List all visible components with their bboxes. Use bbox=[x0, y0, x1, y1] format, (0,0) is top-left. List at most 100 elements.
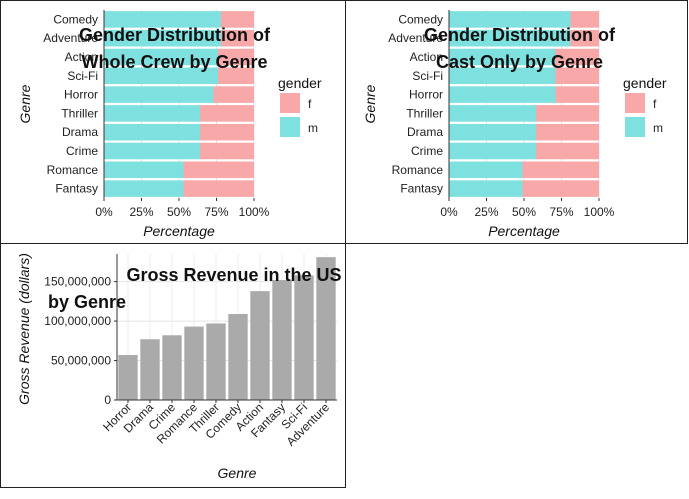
x-tick-label: 50% bbox=[512, 205, 536, 219]
bar-sci-fi bbox=[294, 275, 314, 400]
y-tick-label: Crime bbox=[66, 144, 98, 158]
chart-title-line: Cast Only by Genre bbox=[436, 52, 603, 72]
legend-swatch-m bbox=[625, 117, 645, 137]
x-axis-label: Genre bbox=[218, 465, 257, 481]
y-axis-label: Genre bbox=[17, 84, 33, 123]
y-tick-label: Sci-Fi bbox=[412, 69, 443, 83]
bar-m-adventure bbox=[104, 29, 221, 47]
legend-label-m: m bbox=[653, 121, 663, 135]
bar-f-sci-fi bbox=[555, 67, 599, 85]
x-tick-label: 25% bbox=[129, 205, 153, 219]
bar-m-drama bbox=[449, 123, 536, 141]
legend-swatch-m bbox=[280, 117, 300, 137]
bar-horror bbox=[118, 355, 138, 400]
legend-swatch-f bbox=[280, 93, 300, 113]
bar-f-adventure bbox=[221, 29, 254, 47]
y-tick-label: Action bbox=[410, 50, 443, 64]
legend-swatch-f bbox=[625, 93, 645, 113]
chart-title-line: Whole Crew by Genre bbox=[81, 52, 267, 72]
chart-panel-crew: Comedy Adventure Action Sci-Fi Horror Thrille… bbox=[17, 10, 322, 239]
bar-f-action bbox=[555, 48, 599, 66]
bar-m-action bbox=[449, 48, 556, 66]
y-tick-label: Romance bbox=[47, 163, 99, 177]
chart-title-line: Gender Distribution of bbox=[424, 25, 616, 45]
bar-m-crime bbox=[449, 142, 536, 160]
y-tick-label: Crime bbox=[411, 144, 443, 158]
bar-f-crime bbox=[200, 142, 254, 160]
bar-fantasy bbox=[272, 280, 292, 400]
bar-f-drama bbox=[200, 123, 254, 141]
y-tick-label: 150,000,000 bbox=[44, 275, 111, 289]
bar-m-fantasy bbox=[449, 180, 523, 197]
legend-title: gender bbox=[623, 75, 667, 91]
x-axis-label: Percentage bbox=[143, 223, 215, 239]
bar-m-crime bbox=[104, 142, 200, 160]
y-tick-label: Adventure bbox=[388, 31, 443, 45]
bar-m-horror bbox=[104, 86, 214, 103]
bar-f-comedy bbox=[570, 11, 599, 28]
legend-label-f: f bbox=[308, 97, 312, 111]
chart-title-line: Gross Revenue in the US bbox=[126, 265, 341, 285]
y-tick-label: Romance bbox=[392, 163, 444, 177]
bar-thriller bbox=[206, 323, 226, 400]
x-tick-label: 100% bbox=[239, 205, 270, 219]
x-axis-label: Percentage bbox=[488, 223, 560, 239]
chart-title-line: Gender Distribution of bbox=[79, 25, 271, 45]
bar-f-fantasy bbox=[522, 180, 599, 197]
bar-m-thriller bbox=[449, 105, 536, 122]
y-tick-label: Thriller bbox=[406, 106, 443, 120]
y-tick-label: 50,000,000 bbox=[51, 354, 111, 368]
bar-f-adventure bbox=[570, 29, 599, 47]
legend-label-m: m bbox=[308, 121, 318, 135]
x-tick-label: 0% bbox=[440, 205, 458, 219]
y-tick-label: Sci-Fi bbox=[67, 69, 98, 83]
bar-m-drama bbox=[104, 123, 200, 141]
y-tick-label: Thriller bbox=[61, 106, 98, 120]
y-tick-label: Fantasy bbox=[400, 182, 443, 196]
bar-m-thriller bbox=[104, 105, 200, 122]
bar-m-sci-fi bbox=[104, 67, 218, 85]
bar-f-romance bbox=[183, 161, 254, 179]
y-tick-label: Horror bbox=[409, 88, 443, 102]
panel-border-revenue bbox=[0, 243, 346, 488]
bar-f-sci-fi bbox=[218, 67, 254, 85]
x-tick-label: 75% bbox=[549, 205, 573, 219]
bar-comedy bbox=[228, 313, 248, 400]
bar-m-comedy bbox=[104, 11, 221, 28]
chart-panel-cast: Comedy Adventure Action Sci-Fi Horror Thrille… bbox=[362, 10, 667, 239]
bar-f-romance bbox=[522, 161, 599, 179]
bar-m-romance bbox=[449, 161, 523, 179]
legend-label-f: f bbox=[653, 97, 657, 111]
x-tick-label: 50% bbox=[167, 205, 191, 219]
bar-m-fantasy bbox=[104, 180, 184, 197]
x-tick-label: 100% bbox=[584, 205, 615, 219]
bar-action bbox=[250, 291, 270, 400]
bar-m-horror bbox=[449, 86, 556, 103]
y-tick-label: 100,000,000 bbox=[44, 314, 111, 328]
chart-panel-revenue: 050,000,000100,000,000150,000,000HorrorD… bbox=[16, 253, 342, 481]
bar-adventure bbox=[316, 257, 336, 400]
x-tick-label: 25% bbox=[474, 205, 498, 219]
bar-f-thriller bbox=[536, 105, 599, 122]
x-tick-label: 75% bbox=[204, 205, 228, 219]
bar-f-fantasy bbox=[183, 180, 254, 197]
y-tick-label: Comedy bbox=[53, 12, 98, 26]
y-tick-label: Drama bbox=[407, 125, 443, 139]
y-tick-label: Drama bbox=[62, 125, 98, 139]
legend-title: gender bbox=[278, 75, 322, 91]
bar-drama bbox=[140, 339, 160, 400]
bar-m-romance bbox=[104, 161, 184, 179]
bar-m-comedy bbox=[449, 11, 571, 28]
y-axis-label: Gross Revenue (dollars) bbox=[16, 253, 32, 405]
bar-romance bbox=[184, 326, 204, 400]
y-tick-label: Horror bbox=[64, 88, 98, 102]
bar-crime bbox=[162, 335, 182, 400]
panel-border-cast bbox=[345, 0, 688, 244]
bar-m-sci-fi bbox=[449, 67, 556, 85]
bar-f-comedy bbox=[221, 11, 254, 28]
x-tick-label: 0% bbox=[95, 205, 113, 219]
bar-m-adventure bbox=[449, 29, 571, 47]
bar-f-crime bbox=[536, 142, 599, 160]
